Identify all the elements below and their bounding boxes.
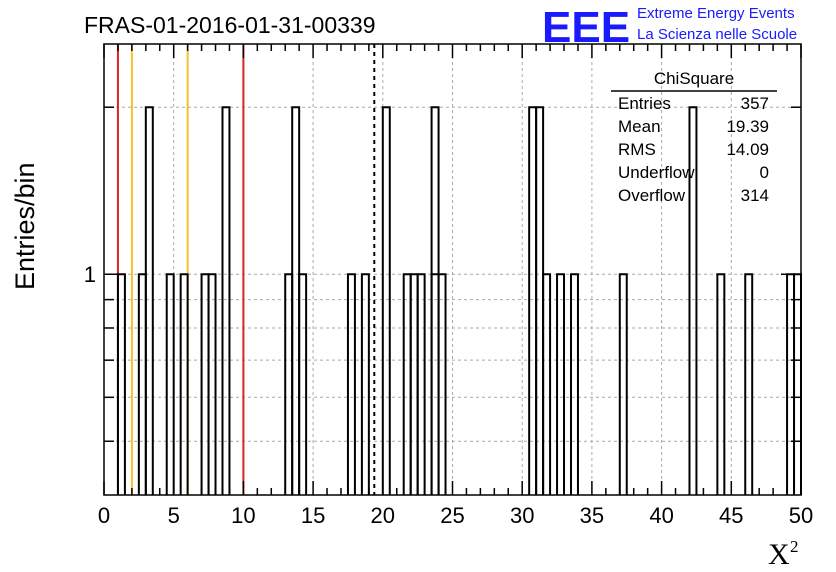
histogram-bin	[535, 106, 545, 495]
grid	[104, 44, 801, 495]
histogram-bin	[291, 106, 301, 495]
stats-value: 14.09	[726, 140, 769, 159]
x-tick-labels: 0 5 10 15 20 25 30 35 40 45 50	[98, 503, 813, 528]
histogram-bars	[116, 106, 802, 495]
y-tick-labels: 1	[84, 262, 96, 287]
histogram-bin	[716, 273, 726, 495]
histogram-bin	[618, 273, 628, 495]
stats-label: Entries	[618, 94, 671, 113]
histogram-bin	[542, 273, 552, 495]
histogram-bin	[179, 273, 189, 495]
histogram-bin	[298, 273, 308, 495]
stats-box-title: ChiSquare	[654, 69, 734, 88]
histogram-bin	[688, 106, 698, 495]
stats-label: Underflow	[618, 163, 695, 182]
logo-line-2: La Scienza nelle Scuole	[637, 26, 797, 43]
x-tick-label: 40	[649, 503, 673, 528]
stats-label: RMS	[618, 140, 656, 159]
histogram-bin	[786, 273, 796, 495]
histogram-bin	[409, 273, 419, 495]
stats-value: 357	[741, 94, 769, 113]
histogram-bin	[137, 273, 147, 495]
histogram-bin	[116, 273, 126, 495]
x-tick-label: 0	[98, 503, 110, 528]
x-tick-label: 10	[231, 503, 255, 528]
axes	[103, 43, 802, 496]
x-tick-label: 45	[719, 503, 743, 528]
stats-value: 314	[741, 186, 769, 205]
histogram-bin	[221, 106, 231, 495]
histogram-bin	[402, 273, 412, 495]
x-tick-label: 5	[168, 503, 180, 528]
stats-value: 19.39	[726, 117, 769, 136]
x-tick-label: 25	[440, 503, 464, 528]
histogram-bin	[430, 273, 440, 495]
histogram-bin	[165, 273, 175, 495]
x-axis-label-superscript: 2	[790, 537, 799, 556]
x-tick-label: 20	[371, 503, 395, 528]
stats-label: Mean	[618, 117, 661, 136]
histogram-bin	[416, 273, 426, 495]
stats-label: Overflow	[618, 186, 686, 205]
logo-line-1: Extreme Energy Events	[637, 5, 795, 22]
histogram-bin	[284, 273, 294, 495]
x-tick-label: 50	[789, 503, 813, 528]
histogram-bin	[144, 106, 154, 495]
x-tick-label: 30	[510, 503, 534, 528]
histogram-bin	[346, 273, 356, 495]
y-axis-label: Entries/bin	[10, 162, 40, 290]
stats-value: 0	[760, 163, 769, 182]
histogram-bin	[437, 273, 447, 495]
x-tick-label: 15	[301, 503, 325, 528]
histogram-bin	[360, 273, 370, 495]
histogram-bin	[569, 273, 579, 495]
histogram-bin	[200, 273, 210, 495]
x-axis-label-symbol: X	[768, 538, 790, 571]
x-axis-label: X 2	[768, 537, 799, 571]
histogram-bin	[793, 273, 802, 495]
histogram-bin	[556, 273, 566, 495]
histogram-bin	[381, 106, 391, 495]
x-tick-label: 35	[580, 503, 604, 528]
chart-title: FRAS-01-2016-01-31-00339	[84, 12, 376, 38]
histogram-bin	[528, 106, 538, 495]
histogram-bin	[207, 273, 217, 495]
eee-logo: EEE Extreme Energy Events La Scienza nel…	[542, 3, 797, 52]
histogram-bin	[430, 106, 440, 495]
reference-lines	[116, 44, 376, 495]
histogram-bin	[744, 273, 754, 495]
stats-box: ChiSquare Entries 357 Mean 19.39 RMS 14.09 Und…	[611, 69, 777, 205]
y-tick-label: 1	[84, 262, 96, 287]
